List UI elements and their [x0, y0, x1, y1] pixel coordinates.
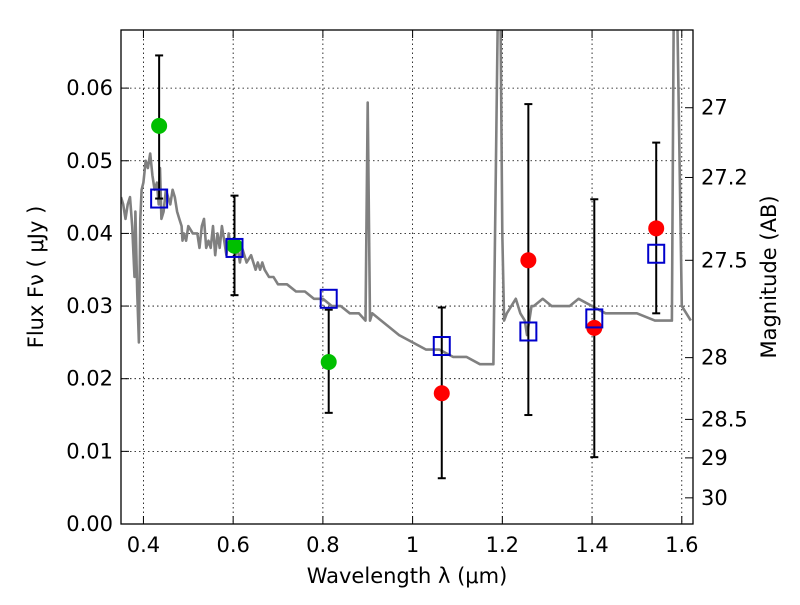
right-tick-label: 28.5	[701, 407, 748, 431]
model-photometry-square	[150, 188, 169, 209]
y-tick-label: 0.02	[66, 367, 113, 391]
x-tick-label: 1.6	[665, 533, 698, 557]
right-tick-label: 28	[701, 346, 728, 370]
model-photometry-square	[519, 321, 538, 342]
y-tick-label: 0.03	[66, 294, 113, 318]
right-tick-label: 30	[701, 486, 728, 510]
x-tick-label: 0.4	[127, 533, 160, 557]
model-photometry-square	[319, 288, 338, 309]
y-tick-label: 0.04	[66, 221, 113, 245]
x-tick-labels: 0.4 0.6 0.8 1 1.2 1.4 1.6	[127, 533, 699, 557]
red-data-point	[648, 220, 665, 237]
green-data-point	[226, 237, 243, 254]
y-tick-label: 0.06	[66, 76, 113, 100]
plot-background	[121, 30, 693, 524]
green-data-point	[320, 353, 337, 370]
model-photometry-square	[225, 237, 244, 258]
y-axis-title: Flux Fν ( μJy )	[24, 206, 48, 349]
x-tick-label: 0.8	[306, 533, 339, 557]
marker-layer	[150, 54, 666, 480]
red-data-point	[433, 385, 450, 402]
x-axis-title: Wavelength λ (μm)	[307, 564, 508, 588]
x-tick-label: 1	[406, 533, 419, 557]
right-axis-title: Magnitude (AB)	[757, 195, 781, 358]
plot-frame	[120, 29, 694, 525]
right-tick-label: 27	[701, 96, 728, 120]
green-data-point	[151, 117, 168, 134]
right-tick-labels: 27 27.2 27.5 28 28.5 29 30	[701, 96, 748, 510]
x-tick-label: 1.2	[486, 533, 519, 557]
tick-marks	[121, 30, 693, 525]
right-tick-label: 27.5	[701, 248, 748, 272]
model-photometry-square	[647, 243, 666, 264]
y-tick-label: 0.05	[66, 149, 113, 173]
model-photometry-square	[432, 336, 451, 357]
y-tick-label: 0.01	[66, 439, 113, 463]
model-photometry-square	[585, 308, 604, 329]
y-tick-labels: 0.00 0.01 0.02 0.03 0.04 0.05 0.06	[66, 76, 113, 536]
right-tick-label: 29	[701, 446, 728, 470]
red-data-point	[520, 252, 537, 269]
x-tick-label: 0.6	[216, 533, 249, 557]
grid-lines	[121, 30, 693, 524]
x-tick-label: 1.4	[575, 533, 608, 557]
y-tick-label: 0.00	[66, 512, 113, 536]
right-tick-label: 27.2	[701, 165, 748, 189]
